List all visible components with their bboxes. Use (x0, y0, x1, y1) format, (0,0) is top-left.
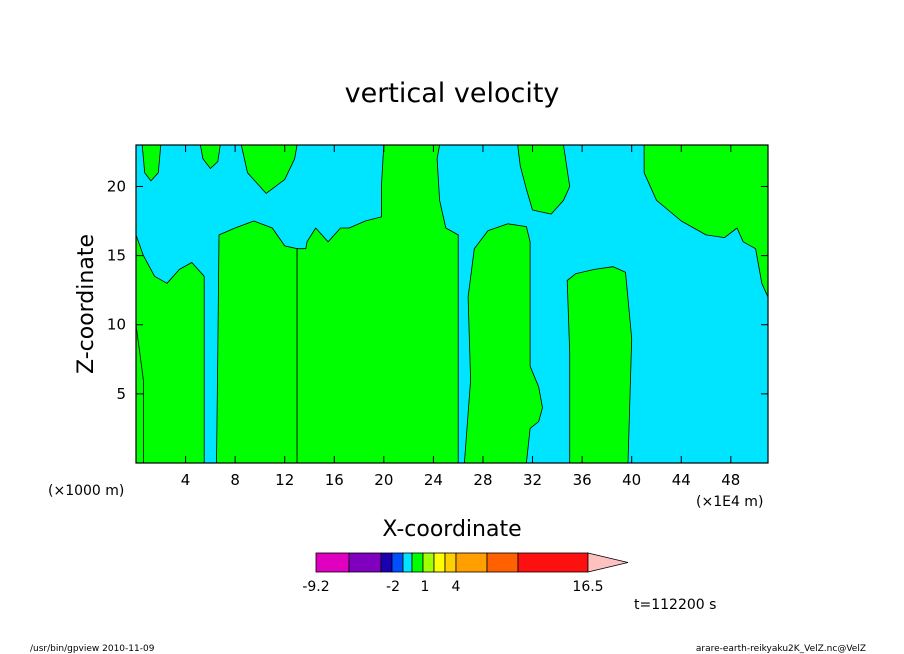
plot-frame (135, 144, 769, 464)
chart-title: vertical velocity (345, 78, 560, 109)
colorbar (315, 552, 629, 573)
x-tick-label: 16 (325, 471, 344, 489)
colorbar-segment (517, 552, 589, 573)
colorbar-label-min: -9.2 (302, 579, 329, 595)
x-tick-label: 12 (275, 471, 294, 489)
contour-region-positive-3 (216, 220, 298, 464)
colorbar-segment (444, 552, 457, 573)
contour-region-positive-8 (566, 266, 633, 464)
colorbar-segment (315, 552, 350, 573)
x-tick-label: 36 (573, 471, 592, 489)
colorbar-tip (587, 552, 629, 573)
y-tick-label: 10 (107, 316, 126, 334)
colorbar-segment (380, 552, 393, 573)
x-tick-label: 40 (622, 471, 641, 489)
x-tick-label: 8 (230, 471, 240, 489)
x-tick-label: 4 (181, 471, 191, 489)
contour-region-positive-6 (296, 144, 459, 464)
x-ticks: 4 8 12 16 20 24 28 32 36 40 44 48 (181, 145, 740, 489)
y-tick-label: 20 (107, 177, 126, 195)
contour-region-positive-2 (135, 234, 205, 464)
y-tick-label: 5 (116, 385, 126, 403)
x-tick-label: 24 (424, 471, 443, 489)
y-ticks: 5 10 15 20 (107, 177, 768, 403)
contour-regions (135, 144, 769, 464)
colorbar-segment (391, 552, 404, 573)
x-scale-right-label: (×1E4 m) (696, 494, 763, 510)
y-axis-title: Z-coordinate (74, 234, 99, 374)
contour-region-positive-9 (517, 144, 571, 215)
colorbar-segment (486, 552, 519, 573)
colorbar-labels: -9.2 -2 1 4 16.5 (302, 579, 603, 595)
x-tick-label: 28 (473, 471, 492, 489)
contour-region-positive-7 (463, 223, 543, 464)
colorbar-segment (422, 552, 435, 573)
colorbar-segment (455, 552, 488, 573)
footer-right: arare-earth-reikyaku2K_VelZ.nc@VelZ (696, 644, 866, 654)
colorbar-label-max: 16.5 (572, 579, 603, 595)
x-tick-label: 48 (721, 471, 740, 489)
x-tick-label: 44 (672, 471, 691, 489)
x-tick-label: 20 (374, 471, 393, 489)
colorbar-segment (402, 552, 413, 573)
colorbar-label-neg2: -2 (386, 579, 400, 595)
colorbar-label-4: 4 (452, 579, 461, 595)
colorbar-segment (348, 552, 382, 573)
x-axis-title: X-coordinate (382, 517, 521, 542)
colorbar-segment (433, 552, 446, 573)
colorbar-segment (411, 552, 424, 573)
x-tick-label: 32 (523, 471, 542, 489)
time-label: t=112200 s (634, 597, 716, 613)
x-scale-left-label: (×1000 m) (48, 483, 124, 499)
y-tick-label: 15 (107, 247, 126, 265)
colorbar-label-1: 1 (421, 579, 430, 595)
footer-left: /usr/bin/gpview 2010-11-09 (30, 644, 155, 654)
